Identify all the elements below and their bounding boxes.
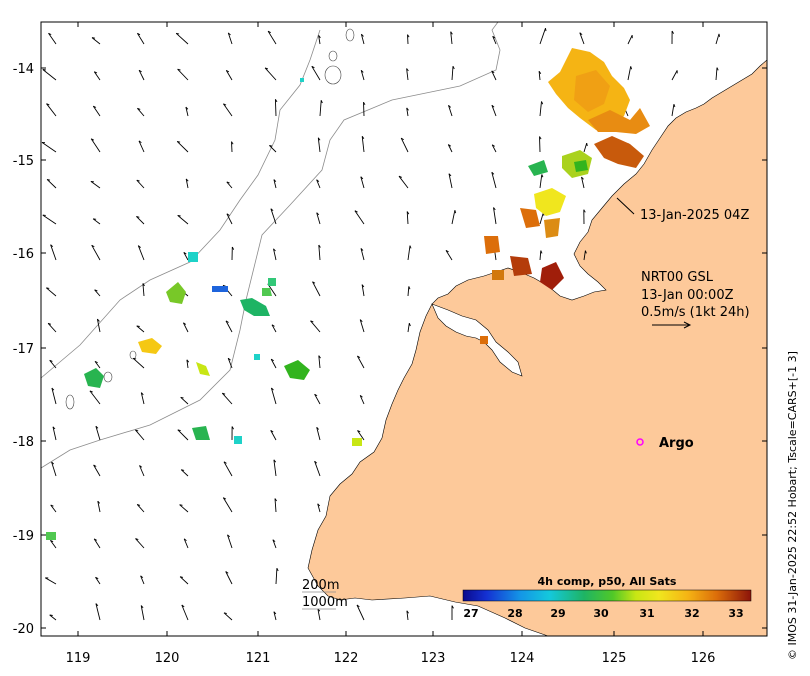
colorbar-title: 4h comp, p50, All Sats	[538, 575, 677, 588]
current-vector-head	[93, 219, 96, 220]
current-vector-head	[587, 143, 588, 146]
y-tick-label: -19	[13, 529, 34, 544]
colorbar-tick-label: 28	[507, 607, 522, 620]
x-tick-label: 126	[691, 651, 716, 666]
colorbar-tick-label: 32	[684, 607, 699, 620]
x-tick-label: 120	[155, 651, 180, 666]
x-tick-label: 124	[510, 651, 535, 666]
current-title: NRT00 GSL	[641, 270, 714, 285]
current-scale: 0.5m/s (1kt 24h)	[641, 305, 750, 320]
y-tick-label: -20	[13, 622, 34, 637]
current-vector-head	[180, 505, 183, 506]
colorbar	[463, 590, 751, 601]
x-tick-label: 123	[421, 651, 446, 666]
current-vector	[364, 102, 365, 116]
colorbar-tick-label: 27	[463, 607, 478, 620]
colorbar-tick-label: 29	[550, 607, 565, 620]
credit-text: © IMOS 31-Jan-2025 22:52 Hobart; Tscale=…	[786, 351, 799, 660]
current-vector-head	[50, 615, 53, 616]
x-tick-label: 125	[602, 651, 627, 666]
current-vector-head	[46, 288, 49, 289]
current-vector-head	[719, 34, 720, 37]
current-vector-head	[92, 38, 95, 39]
current-vector	[540, 137, 541, 153]
colorbar-tick-label: 33	[728, 607, 743, 620]
current-vector-head	[178, 215, 181, 216]
x-tick-label: 119	[66, 651, 91, 666]
current-vector-head	[546, 28, 547, 31]
current-vector-head	[43, 70, 46, 71]
track-label: 13-Jan-2025 04Z	[640, 208, 749, 223]
y-tick-label: -14	[13, 62, 34, 77]
current-vector	[275, 99, 276, 116]
current-date: 13-Jan 00:00Z	[641, 288, 734, 303]
contour-1000m-label: 1000m	[302, 595, 348, 610]
x-tick-label: 122	[334, 651, 359, 666]
argo-label: Argo	[659, 436, 694, 451]
current-vector-head	[137, 326, 140, 327]
colorbar-tick-label: 30	[593, 607, 609, 620]
x-tick-label: 121	[246, 651, 271, 666]
y-tick-label: -16	[13, 247, 34, 262]
y-tick-label: -18	[13, 435, 34, 450]
y-tick-label: -17	[13, 342, 34, 357]
colorbar-tick-label: 31	[639, 607, 654, 620]
contour-200m-label: 200m	[302, 578, 339, 593]
y-tick-label: -15	[13, 154, 34, 169]
current-vector	[232, 142, 233, 152]
